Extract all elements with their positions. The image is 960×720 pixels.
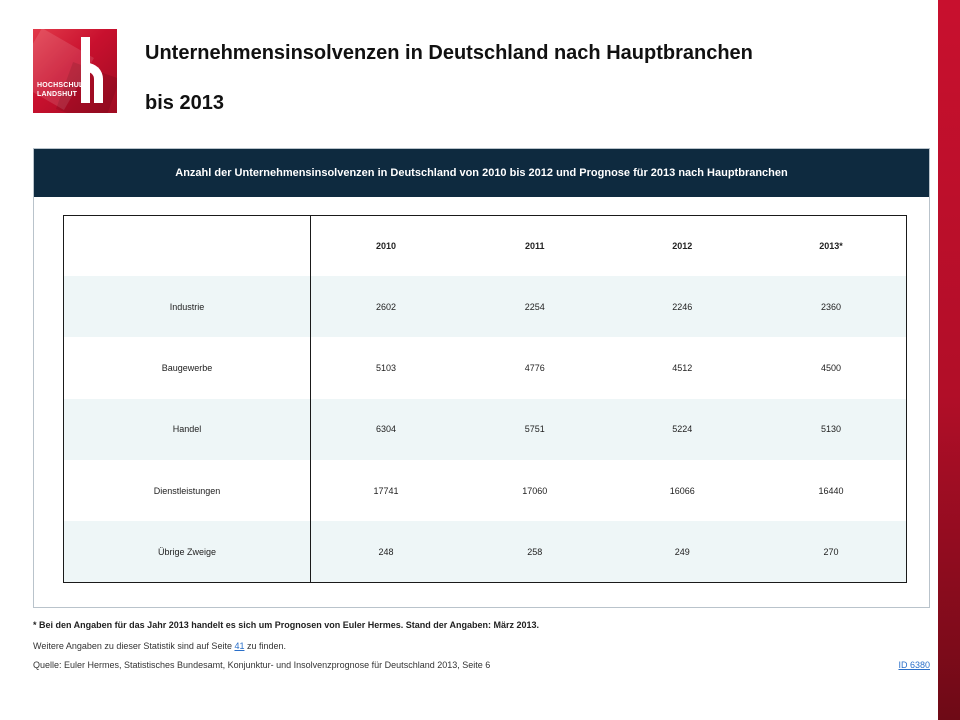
table-cell: 5751 bbox=[460, 398, 609, 460]
page-title-line1: Unternehmensinsolvenzen in Deutschland n… bbox=[145, 42, 753, 64]
table-cell: 258 bbox=[460, 521, 609, 584]
table-cell: 16066 bbox=[608, 459, 756, 522]
page-reference-link[interactable]: 41 bbox=[234, 641, 245, 651]
row-label: Baugewerbe bbox=[63, 337, 311, 399]
table-cell: 5224 bbox=[608, 398, 756, 460]
table-cell: 17060 bbox=[460, 459, 609, 522]
page-title: Unternehmensinsolvenzen in Deutschland n… bbox=[145, 28, 915, 128]
table-corner-cell bbox=[63, 215, 311, 276]
more-info-text: Weitere Angaben zu dieser Statistik sind… bbox=[33, 641, 286, 651]
table-row: Dienstleistungen 17741 17060 16066 16440 bbox=[63, 459, 907, 522]
table-cell: 4776 bbox=[460, 337, 609, 399]
table-cell: 249 bbox=[608, 521, 756, 584]
hochschule-landshut-logo: HOCHSCHULE LANDSHUT bbox=[33, 29, 117, 113]
more-info-prefix: Weitere Angaben zu dieser Statistik sind… bbox=[33, 641, 235, 651]
table-cell: 5103 bbox=[310, 337, 461, 399]
column-header: 2011 bbox=[460, 215, 609, 276]
table-row: Handel 6304 5751 5224 5130 bbox=[63, 398, 907, 460]
table-row: Übrige Zweige 248 258 249 270 bbox=[63, 521, 907, 584]
column-header: 2013* bbox=[756, 215, 907, 276]
table-header-row: 2010 2011 2012 2013* bbox=[63, 215, 907, 276]
table-cell: 17741 bbox=[310, 459, 461, 522]
forecast-footnote: * Bei den Angaben für das Jahr 2013 hand… bbox=[33, 620, 539, 630]
insolvency-table: 2010 2011 2012 2013* Industrie 2602 2254… bbox=[63, 215, 907, 584]
table-cell: 2602 bbox=[310, 276, 461, 338]
table-cell: 2254 bbox=[460, 276, 609, 338]
table-row: Industrie 2602 2254 2246 2360 bbox=[63, 276, 907, 338]
statistic-id-link[interactable]: ID 6380 bbox=[898, 660, 930, 670]
table-cell: 5130 bbox=[756, 398, 907, 460]
row-label: Übrige Zweige bbox=[63, 521, 311, 584]
logo-letter-h-arch bbox=[81, 63, 103, 103]
column-header: 2012 bbox=[608, 215, 756, 276]
statistic-panel: Anzahl der Unternehmensinsolvenzen in De… bbox=[33, 148, 930, 608]
table-cell: 2360 bbox=[756, 276, 907, 338]
table-cell: 2246 bbox=[608, 276, 756, 338]
logo-line1: HOCHSCHULE bbox=[37, 82, 89, 89]
page-title-line2: bis 2013 bbox=[145, 92, 224, 114]
table-cell: 16440 bbox=[756, 459, 907, 522]
table-row: Baugewerbe 5103 4776 4512 4500 bbox=[63, 337, 907, 399]
source-text: Quelle: Euler Hermes, Statistisches Bund… bbox=[33, 660, 491, 670]
table-cell: 4512 bbox=[608, 337, 756, 399]
logo-text: HOCHSCHULE LANDSHUT bbox=[37, 81, 89, 99]
column-header: 2010 bbox=[310, 215, 461, 276]
accent-bar bbox=[938, 0, 960, 720]
table-cell: 6304 bbox=[310, 398, 461, 460]
panel-header: Anzahl der Unternehmensinsolvenzen in De… bbox=[34, 149, 929, 197]
row-label: Industrie bbox=[63, 276, 311, 338]
table-cell: 248 bbox=[310, 521, 461, 584]
more-info-suffix: zu finden. bbox=[244, 641, 286, 651]
logo-line2: LANDSHUT bbox=[37, 91, 78, 98]
row-label: Handel bbox=[63, 398, 311, 460]
row-label: Dienstleistungen bbox=[63, 459, 311, 522]
table-cell: 270 bbox=[756, 521, 907, 584]
table-cell: 4500 bbox=[756, 337, 907, 399]
